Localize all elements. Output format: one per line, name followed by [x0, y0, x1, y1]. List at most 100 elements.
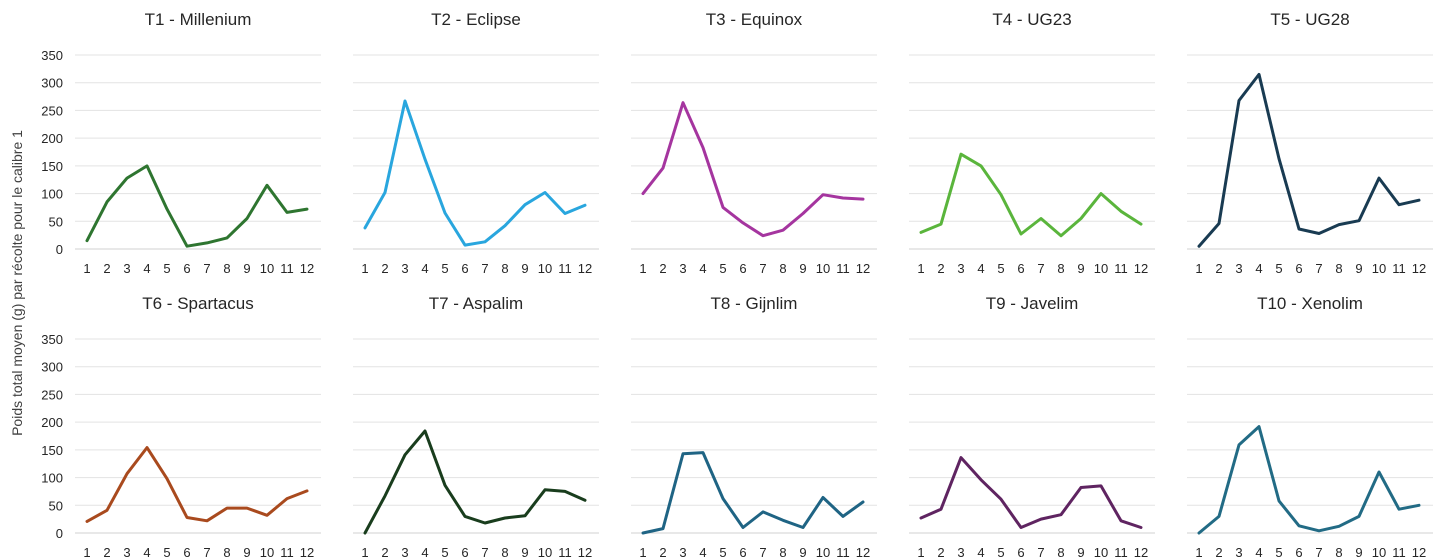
x-tick-label: 10 [1372, 545, 1386, 559]
data-point [186, 245, 189, 248]
x-tick-label: 11 [558, 261, 572, 276]
x-tick-label: 4 [143, 545, 150, 559]
data-point [1040, 217, 1043, 220]
data-point [782, 229, 785, 232]
data-point [306, 208, 309, 211]
series-line [919, 152, 1143, 238]
data-point [226, 507, 229, 510]
data-point [384, 191, 387, 194]
x-tick-label: 7 [203, 261, 210, 276]
x-tick-label: 1 [639, 261, 646, 276]
data-point [564, 212, 567, 215]
data-point [940, 508, 943, 511]
data-point [1040, 518, 1043, 521]
y-tick-label: 50 [49, 498, 63, 513]
data-point [364, 226, 367, 229]
x-tick-label: 3 [401, 261, 408, 276]
x-tick-label: 4 [421, 545, 428, 559]
data-point [782, 519, 785, 522]
series-line [85, 446, 309, 523]
x-tick-label: 6 [183, 545, 190, 559]
x-tick-label: 1 [361, 545, 368, 559]
data-point [960, 153, 963, 156]
x-tick-label: 10 [1372, 261, 1386, 276]
x-tick-label: 9 [799, 261, 806, 276]
data-point [166, 477, 169, 480]
data-point [246, 507, 249, 510]
x-tick-label: 11 [1392, 545, 1406, 559]
data-point [86, 239, 89, 242]
data-point [1418, 504, 1421, 507]
x-tick-label: 2 [103, 545, 110, 559]
x-tick-label: 2 [1215, 261, 1222, 276]
x-tick-label: 5 [441, 545, 448, 559]
x-tick-label: 3 [1235, 545, 1242, 559]
series-line [363, 99, 587, 247]
x-tick-label: 10 [1094, 261, 1108, 276]
data-point [1378, 471, 1381, 474]
data-point [166, 208, 169, 211]
data-point [266, 184, 269, 187]
data-point [1258, 73, 1261, 76]
x-tick-label: 9 [1077, 545, 1084, 559]
y-tick-label: 300 [41, 360, 63, 375]
data-point [1218, 515, 1221, 518]
x-tick-label: 8 [1057, 545, 1064, 559]
x-tick-label: 10 [816, 545, 830, 559]
y-tick-label: 350 [41, 48, 63, 63]
data-point [1398, 203, 1401, 206]
data-point [1080, 486, 1083, 489]
series-line [1197, 425, 1421, 535]
data-point [246, 217, 249, 220]
y-tick-label: 0 [56, 242, 63, 257]
data-point [424, 430, 427, 433]
data-point [1100, 192, 1103, 195]
data-point [662, 527, 665, 530]
series-line [641, 451, 865, 535]
data-point [504, 224, 507, 227]
data-point [1278, 157, 1281, 160]
y-tick-label: 250 [41, 387, 63, 402]
panel-title: T3 - Equinox [706, 10, 803, 29]
x-tick-label: 4 [977, 261, 984, 276]
x-tick-label: 5 [719, 261, 726, 276]
data-point [584, 499, 587, 502]
x-tick-label: 1 [83, 261, 90, 276]
y-axis-title: Poids total moyen (g) par récolte pour l… [9, 130, 25, 436]
data-point [444, 484, 447, 487]
x-tick-label: 8 [501, 545, 508, 559]
y-tick-label: 200 [41, 131, 63, 146]
x-tick-label: 6 [1295, 261, 1302, 276]
data-point [862, 500, 865, 503]
data-point [206, 519, 209, 522]
data-point [186, 516, 189, 519]
x-tick-label: 8 [1335, 545, 1342, 559]
x-tick-label: 6 [1017, 545, 1024, 559]
data-point [206, 241, 209, 244]
data-point [1120, 519, 1123, 522]
data-point [960, 456, 963, 459]
data-point [642, 532, 645, 535]
data-point [1258, 425, 1261, 428]
x-tick-label: 10 [260, 261, 274, 276]
data-point [286, 497, 289, 500]
data-point [1278, 499, 1281, 502]
data-point [266, 514, 269, 517]
data-point [1318, 529, 1321, 532]
x-tick-label: 3 [123, 545, 130, 559]
panel-title: T6 - Spartacus [142, 294, 254, 313]
series-line [363, 429, 587, 535]
x-tick-label: 7 [1315, 545, 1322, 559]
x-tick-label: 2 [1215, 545, 1222, 559]
x-tick-label: 8 [223, 261, 230, 276]
data-point [564, 490, 567, 493]
panel-title: T2 - Eclipse [431, 10, 521, 29]
x-tick-label: 1 [1195, 261, 1202, 276]
data-point [762, 234, 765, 237]
data-point [822, 193, 825, 196]
x-tick-label: 10 [538, 261, 552, 276]
data-point [544, 191, 547, 194]
x-tick-label: 7 [759, 545, 766, 559]
x-tick-label: 6 [461, 545, 468, 559]
